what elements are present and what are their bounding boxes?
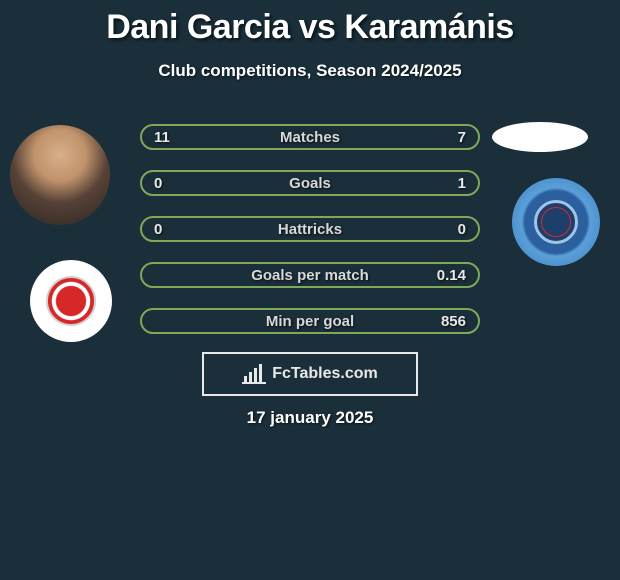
- stat-left-value: 0: [154, 175, 162, 192]
- club-right-badge: [512, 178, 600, 266]
- stat-left-value: 11: [154, 129, 170, 146]
- stat-label: Hattricks: [278, 221, 342, 238]
- page-title: Dani Garcia vs Karamánis: [0, 0, 620, 47]
- stat-label: Matches: [280, 129, 340, 146]
- subtitle: Club competitions, Season 2024/2025: [0, 61, 620, 81]
- stat-right-value: 856: [441, 313, 466, 330]
- stat-row: 11 Matches 7: [140, 124, 480, 150]
- stat-row: 0 Goals 1: [140, 170, 480, 196]
- stat-label: Goals per match: [251, 267, 369, 284]
- brand-label: FcTables.com: [272, 365, 378, 383]
- stat-right-value: 0.14: [437, 267, 466, 284]
- stat-left-value: 0: [154, 221, 162, 238]
- chart-icon: [242, 364, 266, 384]
- stat-row: Goals per match 0.14: [140, 262, 480, 288]
- stat-right-value: 7: [458, 129, 466, 146]
- stat-right-value: 1: [458, 175, 466, 192]
- player-left-avatar: [10, 125, 110, 225]
- stat-row: Min per goal 856: [140, 308, 480, 334]
- club-left-badge-inner: [46, 276, 96, 326]
- stat-right-value: 0: [458, 221, 466, 238]
- date-label: 17 january 2025: [0, 408, 620, 428]
- player-right-avatar: [492, 122, 588, 152]
- stat-row: 0 Hattricks 0: [140, 216, 480, 242]
- stat-label: Min per goal: [266, 313, 354, 330]
- stats-table: 11 Matches 7 0 Goals 1 0 Hattricks 0 Goa…: [140, 124, 480, 354]
- stat-label: Goals: [289, 175, 331, 192]
- club-left-badge: [30, 260, 112, 342]
- brand-box: FcTables.com: [202, 352, 418, 396]
- club-right-badge-inner: [534, 200, 578, 244]
